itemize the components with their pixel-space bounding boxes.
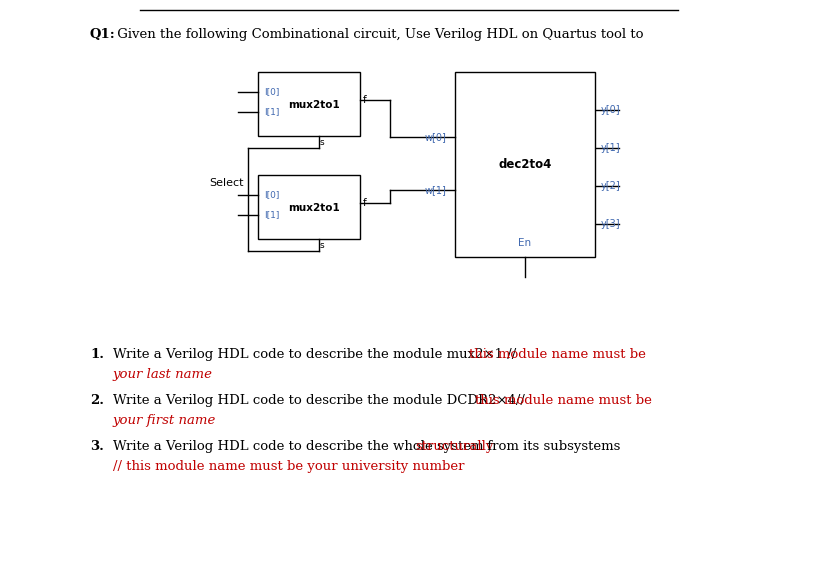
Text: y[1]: y[1] <box>601 143 621 153</box>
Text: En: En <box>519 238 532 248</box>
Text: mux2to1: mux2to1 <box>288 101 340 110</box>
Text: from its subsystems: from its subsystems <box>483 440 620 453</box>
Text: I[0]: I[0] <box>264 190 280 199</box>
Text: y[2]: y[2] <box>601 181 621 191</box>
Text: this module name must be: this module name must be <box>475 394 652 407</box>
Text: mux2to1: mux2to1 <box>288 203 340 213</box>
Text: f: f <box>363 95 366 105</box>
Text: f: f <box>363 198 366 208</box>
Bar <box>455 72 595 257</box>
Text: 1.: 1. <box>90 348 104 361</box>
Bar <box>258 72 360 136</box>
Text: I[1]: I[1] <box>264 107 280 116</box>
Text: structurally: structurally <box>415 440 493 453</box>
Text: Write a Verilog HDL code to describe the module mux2×1 //: Write a Verilog HDL code to describe the… <box>113 348 520 361</box>
Text: w[1]: w[1] <box>425 185 447 195</box>
Text: s: s <box>319 138 324 147</box>
Text: dec2to4: dec2to4 <box>498 158 551 171</box>
Text: Select: Select <box>209 177 244 187</box>
Text: Write a Verilog HDL code to describe the module DCDR2×4//: Write a Verilog HDL code to describe the… <box>113 394 529 407</box>
Text: Given the following Combinational circuit, Use Verilog HDL on Quartus tool to: Given the following Combinational circui… <box>113 28 644 41</box>
Text: your first name: your first name <box>113 414 217 427</box>
Bar <box>258 175 360 239</box>
Text: I[1]: I[1] <box>264 211 280 219</box>
Text: 3.: 3. <box>90 440 104 453</box>
Text: y[0]: y[0] <box>601 105 621 115</box>
Text: Q1:: Q1: <box>90 28 116 41</box>
Text: I[0]: I[0] <box>264 87 280 97</box>
Text: s: s <box>319 241 324 250</box>
Text: y[3]: y[3] <box>601 219 621 229</box>
Text: w[0]: w[0] <box>425 132 447 142</box>
Text: Write a Verilog HDL code to describe the whole system: Write a Verilog HDL code to describe the… <box>113 440 488 453</box>
Text: 2.: 2. <box>90 394 104 407</box>
Text: this module name must be: this module name must be <box>469 348 646 361</box>
Text: // this module name must be your university number: // this module name must be your univers… <box>113 460 465 473</box>
Text: your last name: your last name <box>113 368 213 381</box>
